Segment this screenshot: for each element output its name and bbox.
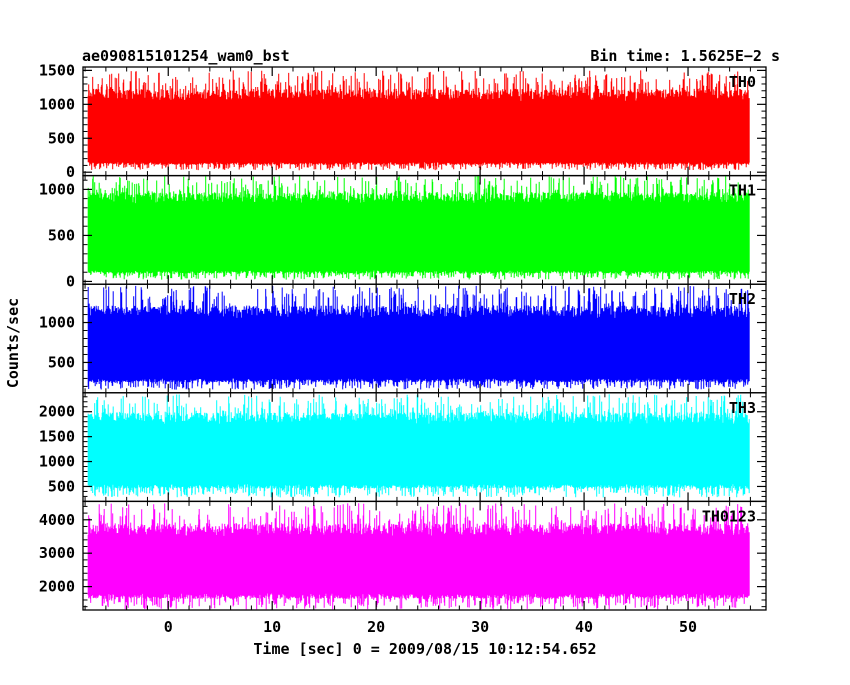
panel-th3: 500 1000 1500 2000 TH3: [39, 392, 767, 503]
x-axis-label: Time [sec] 0 = 2009/08/15 10:12:54.652: [253, 640, 596, 658]
series-line-th0: [87, 70, 750, 171]
x-tick-label: 20: [367, 618, 385, 636]
y-tick-label: 1000: [39, 180, 75, 198]
series-line-th1: [87, 175, 750, 280]
panel-th0123: 2000 3000 4000 TH0123: [39, 500, 767, 611]
x-tick-label: 30: [471, 618, 489, 636]
y-tick-label: 3000: [39, 544, 75, 562]
panel-label-th2: TH2: [729, 290, 756, 308]
y-axis-label: Counts/sec: [4, 298, 22, 388]
x-tick-label: 50: [679, 618, 697, 636]
bin-time-label: Bin time: 1.5625E−2 s: [590, 47, 780, 65]
chart-title: ae090815101254_wam0_bst: [82, 47, 290, 65]
y-tick-label: 500: [48, 353, 75, 371]
y-tick-label: 500: [48, 129, 75, 147]
series-line-th0123: [87, 503, 750, 610]
panel-th0: 0 500 1000 1500 TH0: [39, 61, 767, 181]
panel-label-th0: TH0: [729, 73, 756, 91]
series-line-th3: [87, 394, 750, 498]
x-tick-label: 0: [164, 618, 173, 636]
y-tick-label: 1500: [39, 61, 75, 79]
series-line-th2: [87, 285, 750, 390]
y-tick-label: 1000: [39, 314, 75, 332]
panel-label-th3: TH3: [729, 399, 756, 417]
panel-label-th1: TH1: [729, 182, 756, 200]
y-tick-label: 2000: [39, 578, 75, 596]
y-tick-label: 500: [48, 226, 75, 244]
x-axis: 0 10 20 30 40 50: [164, 618, 697, 636]
y-tick-label: 0: [66, 163, 75, 181]
y-tick-label: 1000: [39, 453, 75, 471]
y-tick-label: 1000: [39, 95, 75, 113]
y-tick-label: 1500: [39, 428, 75, 446]
panels-group: 0 500 1000 1500 TH0 0 500 1000 TH1 500 1000 TH2 500 1…: [39, 61, 767, 611]
y-tick-label: 2000: [39, 403, 75, 421]
panel-frame: [82, 500, 767, 611]
x-tick-label: 10: [263, 618, 281, 636]
panel-th2: 500 1000 TH2: [39, 283, 767, 394]
y-tick-label: 0: [66, 272, 75, 290]
y-tick-label: 4000: [39, 511, 75, 529]
x-tick-label: 40: [575, 618, 593, 636]
panel-th1: 0 500 1000 TH1: [39, 174, 767, 290]
panel-label-th0123: TH0123: [702, 507, 756, 525]
y-tick-label: 500: [48, 477, 75, 495]
